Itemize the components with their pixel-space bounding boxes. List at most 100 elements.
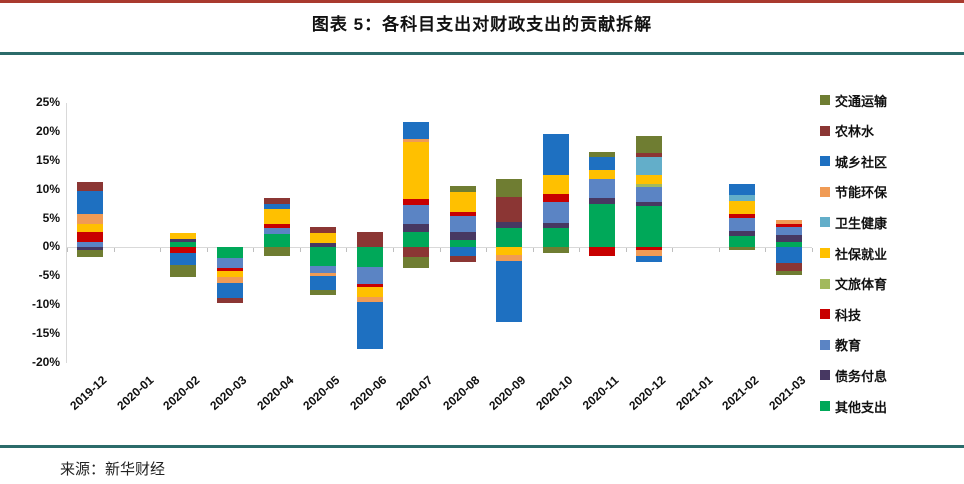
bar-segment-城乡社区 — [636, 256, 663, 263]
y-axis-label: 10% — [35, 181, 60, 196]
legend-label: 其他支出 — [835, 399, 888, 415]
legend-label: 卫生健康 — [835, 215, 888, 231]
axis-tick — [579, 248, 581, 253]
bar-segment-教育 — [403, 204, 430, 224]
bar-segment-科技 — [77, 231, 104, 242]
bar-segment-农林水 — [636, 153, 663, 157]
bar-segment-科技 — [263, 223, 290, 228]
bar-segment-节能环保 — [775, 220, 802, 225]
legend-label: 文旅体育 — [835, 277, 888, 293]
bar-segment-教育 — [775, 226, 802, 235]
bar-segment-科技 — [449, 212, 476, 216]
legend-label: 交通运输 — [835, 93, 888, 109]
bar-segment-卫生健康 — [729, 195, 756, 202]
bar-segment-交通运输 — [589, 151, 616, 157]
axis-tick — [672, 248, 674, 253]
bar-segment-节能环保 — [216, 277, 243, 284]
bar-segment-农林水 — [403, 247, 430, 257]
bar-segment-债务付息 — [403, 223, 430, 233]
axis-tick — [765, 248, 767, 253]
bar-segment-城乡社区 — [589, 156, 616, 170]
bar-segment-节能环保 — [496, 254, 523, 262]
bar-segment-科技 — [775, 224, 802, 227]
bar-segment-社保就业 — [729, 201, 756, 214]
bar-segment-城乡社区 — [403, 122, 430, 139]
y-axis-label: -15% — [31, 326, 60, 341]
bar-segment-交通运输 — [310, 289, 337, 296]
bar-segment-债务付息 — [636, 201, 663, 207]
bar-segment-农林水 — [356, 232, 383, 248]
bar-segment-其他支出 — [310, 247, 337, 266]
bar-segment-教育 — [263, 227, 290, 234]
bar-segment-城乡社区 — [496, 261, 523, 322]
bar-segment-教育 — [636, 186, 663, 202]
bar-segment-教育 — [77, 241, 104, 248]
legend-label: 节能环保 — [835, 185, 888, 201]
bar-segment-文旅体育 — [636, 183, 663, 187]
bar-segment-城乡社区 — [170, 253, 197, 265]
teal-divider-top — [0, 52, 964, 55]
bar-segment-科技 — [356, 283, 383, 288]
bar-segment-其他支出 — [589, 203, 616, 248]
legend-item-其他支出: 其他支出 — [820, 398, 888, 415]
bar-segment-节能环保 — [403, 138, 430, 143]
bar-segment-交通运输 — [449, 186, 476, 192]
legend-swatch-卫生健康 — [820, 217, 830, 228]
bar-segment-社保就业 — [216, 270, 243, 278]
bar-segment-债务付息 — [310, 243, 337, 248]
bar-segment-城乡社区 — [775, 247, 802, 264]
axis-tick — [718, 248, 720, 253]
legend-label: 债务付息 — [835, 368, 888, 384]
bar-segment-交通运输 — [729, 247, 756, 251]
legend-swatch-科技 — [820, 309, 830, 320]
bar-segment-债务付息 — [449, 231, 476, 240]
bar-segment-科技 — [589, 247, 616, 256]
bar-segment-债务付息 — [775, 234, 802, 242]
legend-item-城乡社区: 城乡社区 — [820, 153, 887, 170]
legend-swatch-教育 — [820, 339, 830, 350]
legend-swatch-节能环保 — [820, 186, 830, 197]
bar-segment-社保就业 — [496, 247, 523, 255]
bar-segment-农林水 — [310, 227, 337, 233]
bar-segment-社保就业 — [170, 233, 197, 239]
bar-segment-科技 — [636, 247, 663, 251]
bar-segment-农林水 — [77, 181, 104, 191]
legend-item-科技: 科技 — [820, 306, 861, 323]
bar-segment-交通运输 — [403, 256, 430, 269]
bar-segment-社保就业 — [263, 208, 290, 224]
axis-tick — [113, 248, 115, 253]
bar-segment-农林水 — [449, 255, 476, 263]
bar-segment-科技 — [403, 198, 430, 205]
bar-segment-其他支出 — [496, 227, 523, 248]
bar-segment-城乡社区 — [542, 133, 569, 176]
bar-segment-社保就业 — [636, 175, 663, 184]
chart-plot-area: 25% 20% 15% 10% 5% 0% -5% -10% -15% -20% 2019-12 20… — [0, 60, 964, 440]
bar-segment-交通运输 — [77, 249, 104, 257]
bar-segment-交通运输 — [263, 247, 290, 256]
bar-segment-科技 — [216, 267, 243, 271]
bar-segment-交通运输 — [636, 135, 663, 154]
axis-tick — [67, 248, 68, 253]
bar-segment-交通运输 — [775, 270, 802, 276]
axis-tick — [299, 248, 301, 253]
legend-swatch-其他支出 — [820, 401, 830, 411]
bar-segment-其他支出 — [356, 247, 383, 268]
bar-segment-卫生健康 — [636, 156, 663, 176]
bar-segment-城乡社区 — [310, 275, 337, 290]
page-title: 图表 5：各科目支出对财政支出的贡献拆解 — [311, 15, 653, 34]
bar-segment-社保就业 — [77, 223, 104, 232]
axis-tick — [392, 248, 394, 253]
bar-segment-教育 — [310, 265, 337, 273]
source-text: 来源：新华财经 — [60, 462, 166, 478]
bar-segment-科技 — [542, 193, 569, 203]
legend-label: 农林水 — [835, 124, 875, 140]
bar-segment-科技 — [729, 213, 756, 218]
bar-segment-债务付息 — [542, 222, 569, 228]
axis-tick — [439, 248, 441, 253]
axis-tick — [532, 248, 534, 253]
bar-segment-社保就业 — [589, 170, 616, 180]
bar-segment-科技 — [170, 247, 197, 254]
bar-segment-社保就业 — [310, 233, 337, 244]
axis-tick — [812, 248, 813, 253]
bar-segment-其他支出 — [775, 241, 802, 248]
